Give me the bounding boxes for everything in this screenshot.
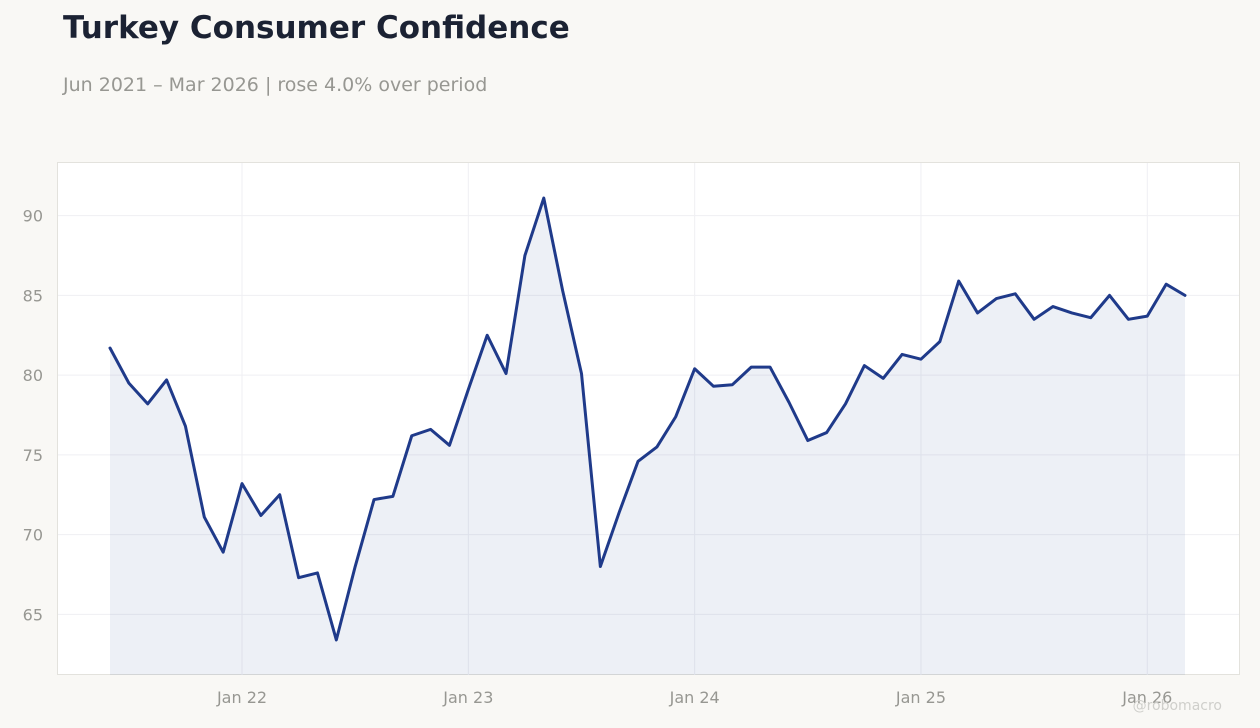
data-point: [919, 358, 922, 361]
data-point: [957, 280, 960, 283]
data-point: [1089, 316, 1092, 319]
x-tick-label: Jan 24: [669, 688, 720, 707]
data-point: [1070, 311, 1073, 314]
data-point: [1127, 318, 1130, 321]
data-point: [882, 377, 885, 380]
data-point: [165, 378, 168, 381]
data-point: [693, 367, 696, 370]
data-point: [580, 372, 583, 375]
data-point: [787, 401, 790, 404]
data-point: [901, 353, 904, 356]
data-point: [259, 514, 262, 517]
y-tick-label: 85: [23, 286, 43, 305]
y-tick-label: 80: [23, 366, 43, 385]
data-point: [1108, 294, 1111, 297]
data-point: [599, 565, 602, 568]
data-point: [863, 364, 866, 367]
x-tick-label: Jan 26: [1121, 688, 1172, 707]
data-point: [750, 366, 753, 369]
data-point: [542, 197, 545, 200]
chart-title: Turkey Consumer Confidence: [63, 10, 570, 46]
y-tick-label: 90: [23, 207, 43, 226]
data-point: [316, 571, 319, 574]
data-point: [523, 254, 526, 257]
y-tick-label: 65: [23, 605, 43, 624]
data-point: [769, 366, 772, 369]
series-area: [110, 198, 1185, 675]
data-point: [278, 493, 281, 496]
x-tick-label: Jan 22: [216, 688, 267, 707]
data-point: [561, 289, 564, 292]
series-line: [108, 196, 1187, 642]
y-tick-label: 75: [23, 446, 43, 465]
x-axis-ticks: Jan 22 Jan 23 Jan 24 Jan 25 Jan 26: [216, 688, 1172, 707]
x-tick-label: Jan 25: [895, 688, 946, 707]
data-point: [505, 372, 508, 375]
x-tick-label: Jan 23: [442, 688, 493, 707]
data-point: [1014, 292, 1017, 295]
data-point: [184, 425, 187, 428]
data-point: [203, 516, 206, 519]
data-point: [109, 347, 112, 350]
data-point: [448, 444, 451, 447]
data-point: [976, 311, 979, 314]
data-point: [731, 383, 734, 386]
plot-area: [57, 162, 1240, 675]
watermark: @robomacro: [1132, 698, 1222, 714]
area-fill-layer: [110, 198, 1185, 675]
data-point: [486, 334, 489, 337]
data-point: [806, 439, 809, 442]
data-point: [429, 428, 432, 431]
data-point: [297, 576, 300, 579]
data-point: [637, 460, 640, 463]
data-point: [1184, 294, 1187, 297]
data-point: [1165, 283, 1168, 286]
data-point: [222, 551, 225, 554]
data-point: [127, 382, 130, 385]
data-point: [146, 402, 149, 405]
data-point: [410, 434, 413, 437]
data-point: [844, 402, 847, 405]
data-point: [1146, 315, 1149, 318]
data-point: [938, 340, 941, 343]
data-point: [1051, 305, 1054, 308]
chart-subtitle: Jun 2021 – Mar 2026 | rose 4.0% over per…: [63, 74, 488, 96]
y-tick-label: 70: [23, 526, 43, 545]
data-point: [373, 498, 376, 501]
data-point: [335, 638, 338, 641]
data-point: [825, 431, 828, 434]
data-point: [354, 565, 357, 568]
y-axis-ticks: 65 70 75 80 85 90: [23, 207, 43, 625]
data-point: [995, 297, 998, 300]
grid-lines: [58, 163, 1239, 675]
data-point: [241, 482, 244, 485]
data-point: [655, 445, 658, 448]
data-point: [391, 495, 394, 498]
data-point: [712, 385, 715, 388]
data-point: [618, 511, 621, 514]
data-point: [1033, 318, 1036, 321]
data-point: [674, 415, 677, 418]
data-point: [467, 388, 470, 391]
series-line-layer: [108, 196, 1187, 642]
